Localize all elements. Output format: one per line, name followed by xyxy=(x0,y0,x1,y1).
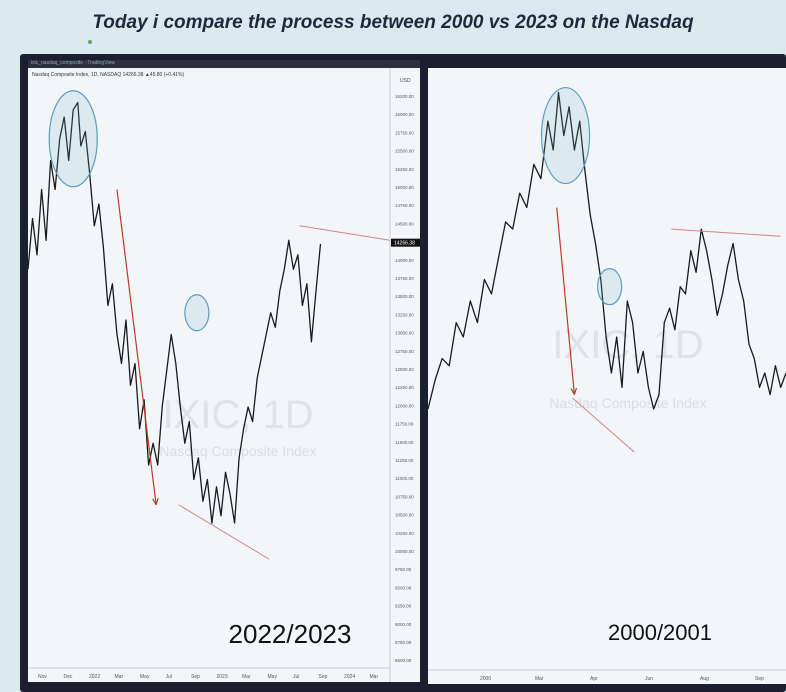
watermark-symbol: IXIC, 1D xyxy=(162,393,313,437)
price-tick-label: 10250.00 xyxy=(395,531,414,536)
time-tick-label: Mar xyxy=(115,674,124,680)
price-tick-label: 8500.00 xyxy=(395,658,412,663)
price-tick-label: 12750.00 xyxy=(395,349,414,354)
time-tick-label: Mar xyxy=(370,674,379,680)
price-tick-label: 12500.00 xyxy=(395,367,414,372)
decorative-dot xyxy=(88,40,92,44)
time-tick-label: Mar xyxy=(535,676,544,682)
last-price-label: 14266.38 xyxy=(394,241,415,247)
price-line xyxy=(428,91,786,410)
arrow-head xyxy=(152,497,159,506)
price-tick-label: 9000.00 xyxy=(395,622,412,627)
time-tick-label: Dec xyxy=(64,674,73,680)
chart-2000-2001: IXIC, 1D Nasdaq Composite Index 2000/200… xyxy=(428,86,786,682)
chart-2022-2023-panel: Nasdaq Composite Index, 1D, NASDAQ 14266… xyxy=(28,68,420,682)
time-tick-label: Aug xyxy=(700,676,709,682)
price-tick-label: 10000.00 xyxy=(395,549,414,554)
price-tick-label: 11500.00 xyxy=(395,440,414,445)
highlight-circle xyxy=(597,268,623,306)
price-tick-label: 11250.00 xyxy=(395,458,414,463)
trend-line xyxy=(671,228,781,237)
time-tick-label: Jun xyxy=(645,676,653,682)
time-tick-label: 2024 xyxy=(344,674,355,680)
price-tick-label: 16000.00 xyxy=(395,112,414,117)
time-tick-label: Sep xyxy=(191,674,200,680)
price-tick-label: 12000.00 xyxy=(395,403,414,408)
price-tick-label: 9250.00 xyxy=(395,604,412,609)
topbar-text: ixic_nasdaq_composite · TradingView xyxy=(31,60,115,66)
currency-label: USD xyxy=(400,78,411,84)
trend-line xyxy=(178,504,270,560)
time-tick-label: Nov xyxy=(38,674,47,680)
price-tick-label: 9750.00 xyxy=(395,567,412,572)
trend-line xyxy=(299,225,390,241)
down-arrow xyxy=(116,189,157,505)
time-tick-label: Sep xyxy=(755,676,764,682)
price-tick-label: 15250.00 xyxy=(395,167,414,172)
page-title: Today i compare the process between 2000… xyxy=(92,12,694,33)
highlight-circle xyxy=(184,294,210,332)
price-tick-label: 13000.00 xyxy=(395,331,414,336)
price-tick-label: 13750.00 xyxy=(395,276,414,281)
price-tick-label: 15000.00 xyxy=(395,185,414,190)
watermark-symbol: IXIC, 1D xyxy=(552,323,703,367)
chart-title: 2000/2001 xyxy=(608,620,712,645)
chart-2022-2023: Nasdaq Composite Index, 1D, NASDAQ 14266… xyxy=(28,68,420,682)
price-line xyxy=(28,101,322,524)
highlight-circle xyxy=(48,90,98,188)
price-tick-label: 14750.00 xyxy=(395,203,414,208)
time-tick-label: 2000 xyxy=(480,676,491,682)
price-tick-label: 13250.00 xyxy=(395,312,414,317)
price-tick-label: 10750.00 xyxy=(395,494,414,499)
price-tick-label: 8750.00 xyxy=(395,640,412,645)
price-tick-label: 16200.00 xyxy=(395,94,414,99)
time-tick-label: May xyxy=(268,674,278,680)
time-tick-label: May xyxy=(140,674,150,680)
last-price-tag xyxy=(391,238,420,247)
price-tick-label: 15750.00 xyxy=(395,130,414,135)
price-tick-label: 14000.00 xyxy=(395,258,414,263)
highlight-circle xyxy=(540,86,591,185)
down-arrow xyxy=(556,207,575,395)
arrow-head xyxy=(570,387,578,395)
time-tick-label: 2022 xyxy=(89,674,100,680)
time-tick-label: Jul xyxy=(293,674,299,680)
price-tick-label: 10500.00 xyxy=(395,513,414,518)
chart-header: Nasdaq Composite Index, 1D, NASDAQ 14266… xyxy=(32,72,184,78)
chart-title: 2022/2023 xyxy=(229,619,352,649)
trend-line xyxy=(572,397,635,453)
price-tick-label: 9500.00 xyxy=(395,585,412,590)
chart-2000-2001-panel: IXIC, 1D Nasdaq Composite Index 2000/200… xyxy=(428,68,786,684)
price-tick-label: 13500.00 xyxy=(395,294,414,299)
time-tick-label: Apr xyxy=(590,676,598,682)
time-tick-label: 2023 xyxy=(217,674,228,680)
price-tick-label: 12250.00 xyxy=(395,385,414,390)
time-tick-label: Sep xyxy=(319,674,328,680)
time-tick-label: Jul xyxy=(166,674,172,680)
time-tick-label: Mar xyxy=(242,674,251,680)
watermark-name: Nasdaq Composite Index xyxy=(549,395,706,411)
price-tick-label: 11000.00 xyxy=(395,476,414,481)
price-tick-label: 15500.00 xyxy=(395,149,414,154)
price-tick-label: 14500.00 xyxy=(395,221,414,226)
chart-topbar: ixic_nasdaq_composite · TradingView xyxy=(28,60,420,68)
price-tick-label: 11750.00 xyxy=(395,422,414,427)
watermark-name: Nasdaq Composite Index xyxy=(159,443,316,459)
